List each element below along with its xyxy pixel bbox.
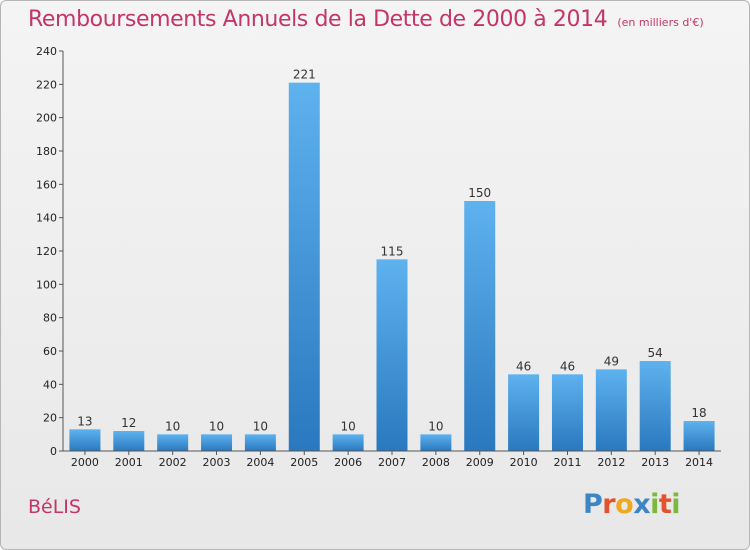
y-tick-label: 200 — [36, 112, 57, 125]
x-tick-label: 2012 — [597, 456, 625, 469]
logo-letter: i — [650, 489, 659, 520]
x-tick-label: 2002 — [159, 456, 187, 469]
bar — [683, 421, 715, 451]
x-tick-label: 2004 — [246, 456, 274, 469]
data-label: 13 — [77, 414, 92, 428]
x-tick-label: 2007 — [378, 456, 406, 469]
y-tick-label: 20 — [43, 412, 57, 425]
bar — [464, 201, 496, 451]
bar — [201, 434, 233, 451]
bar — [288, 82, 320, 452]
data-label: 18 — [691, 406, 706, 420]
data-label: 46 — [516, 359, 531, 373]
y-tick-label: 160 — [36, 178, 57, 191]
bar — [332, 434, 364, 451]
data-label: 10 — [253, 419, 268, 433]
bar — [595, 369, 627, 451]
y-tick-label: 240 — [36, 45, 57, 58]
bar — [551, 374, 583, 451]
logo-letter: t — [658, 489, 672, 520]
y-tick-label: 220 — [36, 78, 57, 91]
chart-title-text: Remboursements Annuels de la Dette de 20… — [28, 7, 608, 32]
data-label: 12 — [121, 416, 136, 430]
x-tick-label: 2013 — [641, 456, 669, 469]
y-tick-label: 120 — [36, 245, 57, 258]
data-label: 221 — [293, 68, 316, 82]
x-tick-label: 2003 — [203, 456, 231, 469]
data-label: 46 — [560, 359, 575, 373]
y-tick-label: 40 — [43, 378, 57, 391]
bar — [113, 431, 145, 451]
data-label: 49 — [604, 354, 619, 368]
x-tick-label: 2010 — [510, 456, 538, 469]
x-tick-label: 2006 — [334, 456, 362, 469]
y-tick-label: 100 — [36, 278, 57, 291]
bar — [639, 361, 671, 451]
bar — [244, 434, 276, 451]
x-tick-label: 2014 — [685, 456, 713, 469]
y-tick-label: 0 — [50, 445, 57, 458]
logo-letter: r — [602, 489, 616, 520]
x-tick-label: 2011 — [553, 456, 581, 469]
x-tick-label: 2009 — [466, 456, 494, 469]
data-label: 115 — [381, 244, 404, 258]
y-tick-label: 180 — [36, 145, 57, 158]
x-tick-label: 2001 — [115, 456, 143, 469]
chart-title: Remboursements Annuels de la Dette de 20… — [28, 7, 704, 32]
x-axis: 2000 2001 2002 2003 2004 2005 2006 2007 2008 2009… — [63, 450, 721, 469]
x-tick-label: 2008 — [422, 456, 450, 469]
logo-letter: o — [615, 489, 634, 520]
chart-unit: (en milliers d'€) — [617, 16, 704, 29]
x-tick-label: 2000 — [71, 456, 99, 469]
y-tick-label: 60 — [43, 345, 57, 358]
bar — [157, 434, 189, 451]
data-label: 10 — [209, 419, 224, 433]
bar — [69, 429, 101, 451]
proxiti-logo: Proxiti — [583, 489, 681, 520]
bars: 13 12 10 10 10 221 10 115 10 150 46 46 49 54 18 — [69, 68, 715, 452]
logo-letter: i — [671, 489, 681, 520]
bar — [508, 374, 540, 451]
logo-letter: x — [633, 489, 651, 520]
data-label: 10 — [428, 419, 443, 433]
commune-name: BéLIS — [28, 496, 81, 518]
data-label: 10 — [165, 419, 180, 433]
logo-letter: P — [583, 489, 603, 520]
bar — [420, 434, 452, 451]
x-tick-label: 2005 — [290, 456, 318, 469]
bar — [376, 259, 408, 451]
y-tick-label: 140 — [36, 212, 57, 225]
y-axis: 0 20 40 60 80 100 120 140 160 180 200 220 240 — [36, 45, 64, 458]
data-label: 10 — [340, 419, 355, 433]
y-tick-label: 80 — [43, 312, 57, 325]
data-label: 150 — [468, 186, 491, 200]
data-label: 54 — [648, 346, 663, 360]
